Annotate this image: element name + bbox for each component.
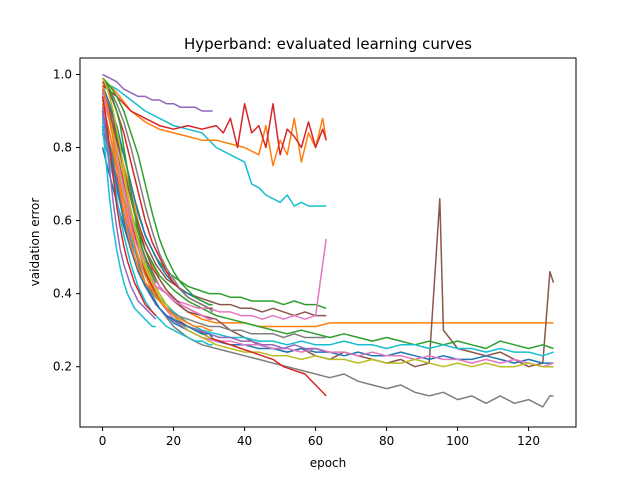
- learning-curve-line-4: [101, 147, 554, 364]
- learning-curve-line-19: [102, 73, 213, 112]
- learning-curve-line-21: [101, 103, 213, 331]
- x-tick-label: 0: [99, 434, 107, 448]
- learning-curve-line-12: [102, 84, 327, 156]
- learning-curve-line-16: [101, 114, 327, 339]
- learning-curve-line-22: [101, 77, 213, 306]
- learning-curve-line-31: [101, 107, 157, 320]
- plot-frame: [79, 57, 577, 428]
- x-tick-label: 60: [308, 434, 323, 448]
- learning-curve-line-0: [101, 99, 554, 328]
- learning-curve-line-5: [101, 121, 554, 368]
- chart-title: Hyperband: evaluated learning curves: [184, 35, 472, 53]
- x-tick-label: 80: [379, 434, 394, 448]
- y-tick-label: 0.2: [53, 360, 72, 374]
- learning-curve-line-13: [101, 88, 327, 317]
- learning-curve-line-25: [101, 92, 213, 320]
- learning-curve-line-30: [101, 85, 157, 295]
- y-tick-label: 0.8: [53, 141, 72, 155]
- x-axis-label: epoch: [310, 456, 347, 470]
- learning-curve-line-32: [101, 77, 157, 291]
- x-tick-label: 40: [237, 434, 252, 448]
- learning-curve-line-15: [101, 107, 327, 320]
- learning-curve-line-28: [101, 77, 157, 284]
- y-axis: 0.2 0.4 0.6 0.8 1.0: [53, 67, 80, 374]
- series-layer: [101, 73, 555, 408]
- y-tick-label: 0.4: [53, 287, 72, 301]
- x-tick-label: 20: [166, 434, 181, 448]
- learning-curve-line-26: [101, 110, 214, 339]
- learning-curve-line-23: [101, 118, 213, 346]
- x-tick-label: 120: [517, 434, 540, 448]
- learning-curve-line-11: [101, 77, 327, 167]
- y-tick-label: 1.0: [53, 67, 72, 81]
- learning-curve-line-1: [101, 110, 554, 408]
- x-tick-label: 100: [446, 434, 469, 448]
- learning-curve-line-27: [101, 77, 214, 313]
- y-axis-label: vaidation error: [28, 198, 42, 287]
- learning-curve-line-10: [102, 81, 327, 207]
- x-axis: 0 20 40 60 80 100 120: [99, 427, 540, 448]
- y-tick-label: 0.6: [53, 214, 72, 228]
- learning-curve-line-2: [101, 128, 555, 368]
- learning-curve-line-29: [101, 96, 157, 317]
- learning-curve-line-33: [101, 125, 156, 328]
- learning-curve-line-3: [101, 118, 554, 350]
- learning-curve-line-7: [101, 103, 554, 368]
